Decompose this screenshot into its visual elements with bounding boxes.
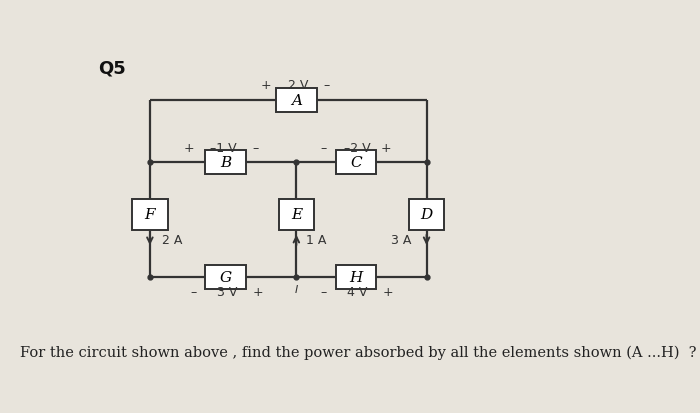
Text: –: – [321,286,327,299]
Text: 2 A: 2 A [162,234,182,247]
Text: F: F [145,208,155,222]
Text: +: + [184,142,195,154]
Bar [336,150,377,174]
Bar [206,265,246,289]
Text: For the circuit shown above , find the power absorbed by all the elements shown : For the circuit shown above , find the p… [20,345,697,360]
Bar [276,88,316,112]
Text: G: G [220,270,232,284]
Bar [409,199,444,231]
Text: –: – [323,79,330,92]
Text: +: + [381,142,391,154]
Text: B: B [220,155,232,169]
Bar [132,199,167,231]
Bar [336,265,377,289]
Text: –: – [253,142,259,154]
Text: +: + [261,79,272,92]
Text: 4 V: 4 V [347,286,368,299]
Text: C: C [350,155,362,169]
Text: –: – [190,286,197,299]
Text: 1 A: 1 A [306,234,326,247]
Text: A: A [291,93,302,107]
Text: H: H [349,270,363,284]
Text: –2 V: –2 V [344,142,370,154]
Text: 3 V: 3 V [217,286,237,299]
Text: 2 V: 2 V [288,79,308,92]
Text: –1 V: –1 V [210,142,237,154]
Bar [279,199,314,231]
Text: Q5: Q5 [98,59,126,77]
Text: –: – [321,142,327,154]
Text: +: + [383,286,393,299]
Text: E: E [290,208,302,222]
Text: 3 A: 3 A [391,234,412,247]
Bar [206,150,246,174]
Text: D: D [421,208,433,222]
Text: I: I [295,284,298,294]
Text: +: + [253,286,263,299]
